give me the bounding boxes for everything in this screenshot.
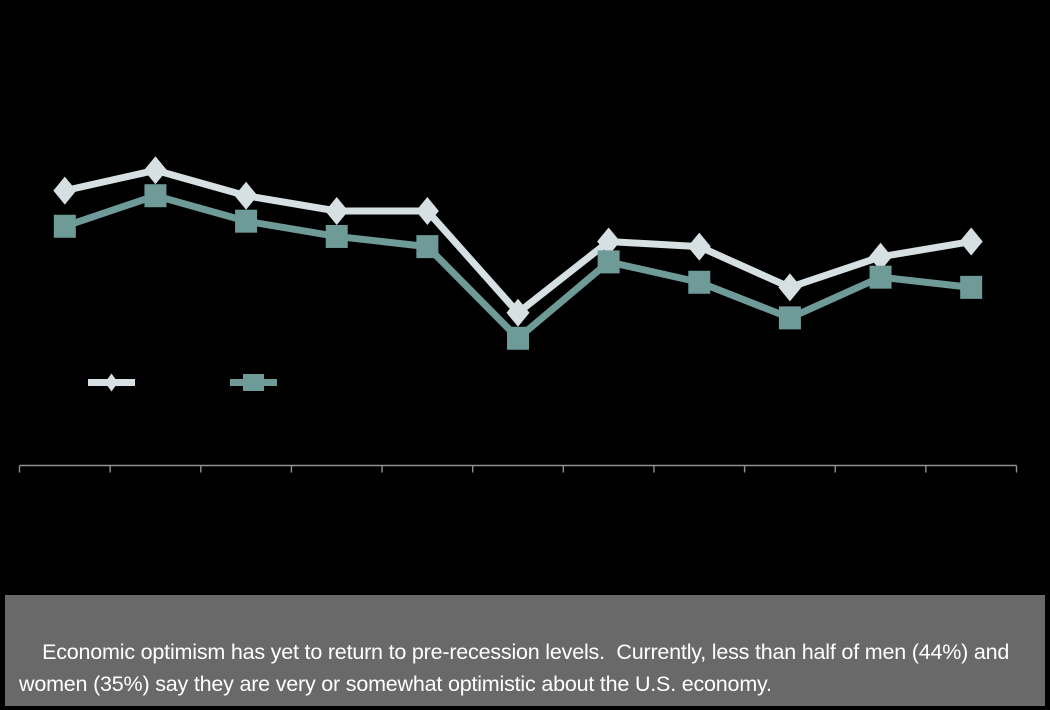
- series-line-men: [64, 166, 972, 317]
- economic-optimism-line-chart: [18, 156, 1018, 473]
- legend-marker-women: [243, 374, 264, 391]
- data-point-men-5: [415, 197, 439, 225]
- data-point-women-1: [53, 214, 76, 238]
- data-point-women-9: [778, 306, 801, 330]
- data-point-women-2: [144, 184, 167, 208]
- data-point-women-5: [416, 235, 439, 259]
- data-point-men-7: [597, 227, 621, 256]
- data-point-women-6: [507, 326, 529, 350]
- caption-box: Economic optimism has yet to return to p…: [5, 595, 1045, 706]
- data-point-men-2: [143, 156, 167, 185]
- data-point-men-9: [778, 273, 802, 302]
- data-point-women-11: [960, 275, 983, 299]
- data-point-men-1: [53, 176, 77, 205]
- data-point-women-7: [597, 250, 620, 274]
- data-point-men-6: [506, 298, 530, 327]
- data-point-men-4: [325, 197, 349, 225]
- data-point-women-4: [325, 224, 348, 248]
- legend-marker-men: [105, 373, 118, 392]
- data-point-men-8: [687, 232, 711, 261]
- data-point-men-11: [959, 227, 983, 256]
- data-point-men-10: [869, 242, 893, 271]
- data-point-women-8: [688, 270, 711, 294]
- data-point-men-3: [234, 181, 258, 210]
- data-point-women-10: [869, 265, 892, 289]
- caption-text: Economic optimism has yet to return to p…: [19, 639, 1015, 697]
- data-point-women-3: [235, 209, 258, 233]
